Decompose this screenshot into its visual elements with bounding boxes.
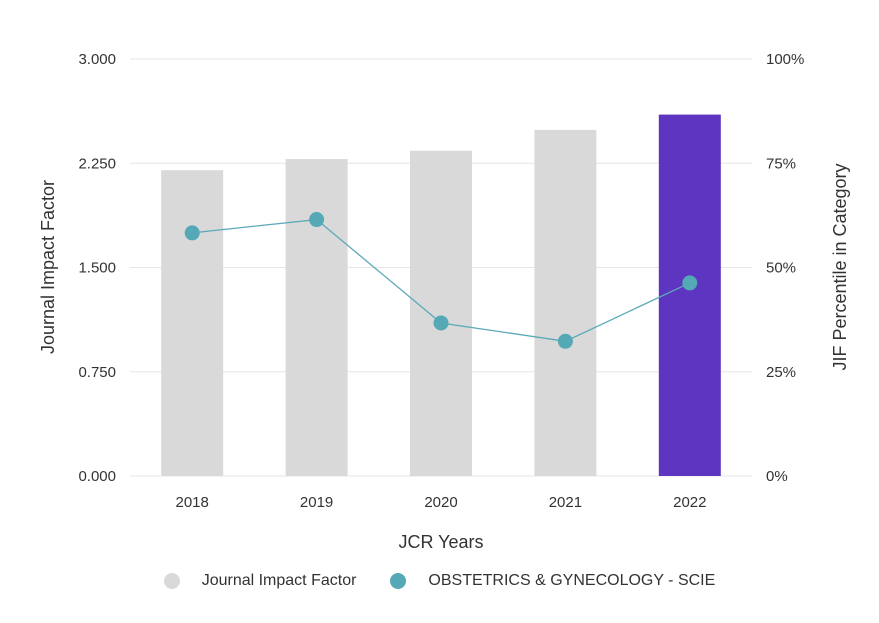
percentile-point-2019 bbox=[309, 212, 325, 228]
right-tick-label: 50% bbox=[766, 260, 796, 277]
x-tick-label: 2018 bbox=[176, 494, 209, 511]
x-tick-label: 2021 bbox=[549, 494, 582, 511]
percentile-line bbox=[184, 212, 698, 349]
legend-swatch-impact-factor bbox=[163, 573, 180, 589]
x-tick-label: 2019 bbox=[300, 494, 333, 511]
right-tick-label: 100% bbox=[766, 51, 804, 68]
bar-2018 bbox=[161, 170, 224, 476]
bar-2022 bbox=[658, 114, 721, 476]
left-axis-label: Journal Impact Factor bbox=[38, 180, 58, 354]
bar-2021 bbox=[534, 129, 597, 476]
right-axis-ticks: 0% 25% 50% 75% 100% bbox=[766, 51, 804, 485]
right-tick-label: 0% bbox=[766, 468, 788, 485]
bars bbox=[161, 114, 721, 477]
percentile-point-2020 bbox=[433, 315, 449, 331]
left-tick-label: 0.750 bbox=[78, 364, 116, 381]
left-tick-label: 0.000 bbox=[78, 468, 116, 485]
left-tick-label: 2.250 bbox=[78, 155, 116, 172]
legend-swatch-percentile bbox=[390, 573, 407, 589]
right-axis-label: JIF Percentile in Category bbox=[830, 163, 850, 370]
left-axis-ticks: 0.000 0.750 1.500 2.250 3.000 bbox=[78, 51, 116, 485]
legend: Journal Impact Factor OBSTETRICS & GYNEC… bbox=[0, 566, 879, 596]
right-tick-label: 75% bbox=[766, 155, 796, 172]
percentile-point-2022 bbox=[682, 275, 698, 291]
x-tick-label: 2022 bbox=[673, 494, 706, 511]
bar-2020 bbox=[410, 150, 472, 477]
legend-item-impact-factor[interactable]: Journal Impact Factor bbox=[163, 572, 357, 590]
right-tick-label: 25% bbox=[766, 364, 796, 381]
percentile-point-2018 bbox=[184, 225, 200, 241]
x-axis-label: JCR Years bbox=[398, 532, 483, 552]
x-tick-label: 2020 bbox=[424, 494, 457, 511]
left-tick-label: 1.500 bbox=[78, 260, 116, 277]
percentile-point-2021 bbox=[557, 333, 573, 349]
left-tick-label: 3.000 bbox=[78, 51, 116, 68]
legend-label-percentile: OBSTETRICS & GYNECOLOGY - SCIE bbox=[428, 572, 716, 589]
legend-item-percentile[interactable]: OBSTETRICS & GYNECOLOGY - SCIE bbox=[390, 572, 715, 590]
bar-2019 bbox=[285, 159, 348, 476]
x-axis-ticks: 2018 2019 2020 2021 2022 bbox=[176, 494, 707, 511]
legend-label-impact-factor: Journal Impact Factor bbox=[201, 572, 357, 589]
